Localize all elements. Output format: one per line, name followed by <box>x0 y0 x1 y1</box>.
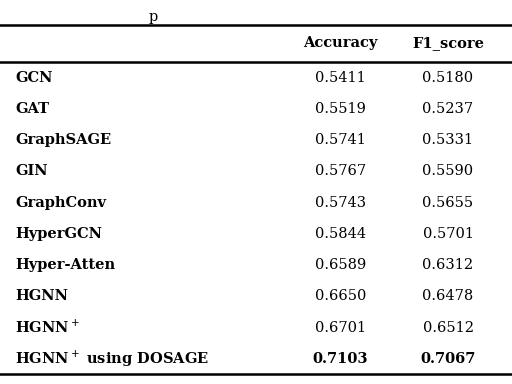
Text: GAT: GAT <box>15 102 49 116</box>
Text: Accuracy: Accuracy <box>303 36 378 50</box>
Text: GraphSAGE: GraphSAGE <box>15 133 112 147</box>
Text: GraphConv: GraphConv <box>15 196 106 210</box>
Text: 0.7067: 0.7067 <box>420 352 476 366</box>
Text: 0.6589: 0.6589 <box>315 258 366 272</box>
Text: HGNN$^+$ using DOSAGE: HGNN$^+$ using DOSAGE <box>15 349 209 369</box>
Text: 0.5590: 0.5590 <box>422 164 474 179</box>
Text: 0.5701: 0.5701 <box>422 227 474 241</box>
Text: 0.5743: 0.5743 <box>315 196 366 210</box>
Text: 0.6512: 0.6512 <box>422 321 474 334</box>
Text: 0.6478: 0.6478 <box>422 290 474 303</box>
Text: HyperGCN: HyperGCN <box>15 227 102 241</box>
Text: 0.5237: 0.5237 <box>422 102 474 116</box>
Text: 0.7103: 0.7103 <box>313 352 368 366</box>
Text: 0.5741: 0.5741 <box>315 133 366 147</box>
Text: 0.5331: 0.5331 <box>422 133 474 147</box>
Text: GCN: GCN <box>15 71 53 85</box>
Text: 0.5180: 0.5180 <box>422 71 474 85</box>
Text: 0.5519: 0.5519 <box>315 102 366 116</box>
Text: GIN: GIN <box>15 164 48 179</box>
Text: HGNN: HGNN <box>15 290 69 303</box>
Text: Hyper-Atten: Hyper-Atten <box>15 258 116 272</box>
Text: F1_score: F1_score <box>412 36 484 50</box>
Text: 0.5844: 0.5844 <box>315 227 366 241</box>
Text: 0.6701: 0.6701 <box>315 321 366 334</box>
Text: HGNN$^+$: HGNN$^+$ <box>15 319 80 336</box>
Text: 0.5411: 0.5411 <box>315 71 366 85</box>
Text: 0.6650: 0.6650 <box>315 290 366 303</box>
Text: p: p <box>149 10 158 23</box>
Text: 0.6312: 0.6312 <box>422 258 474 272</box>
Text: 0.5767: 0.5767 <box>315 164 366 179</box>
Text: 0.5655: 0.5655 <box>422 196 474 210</box>
